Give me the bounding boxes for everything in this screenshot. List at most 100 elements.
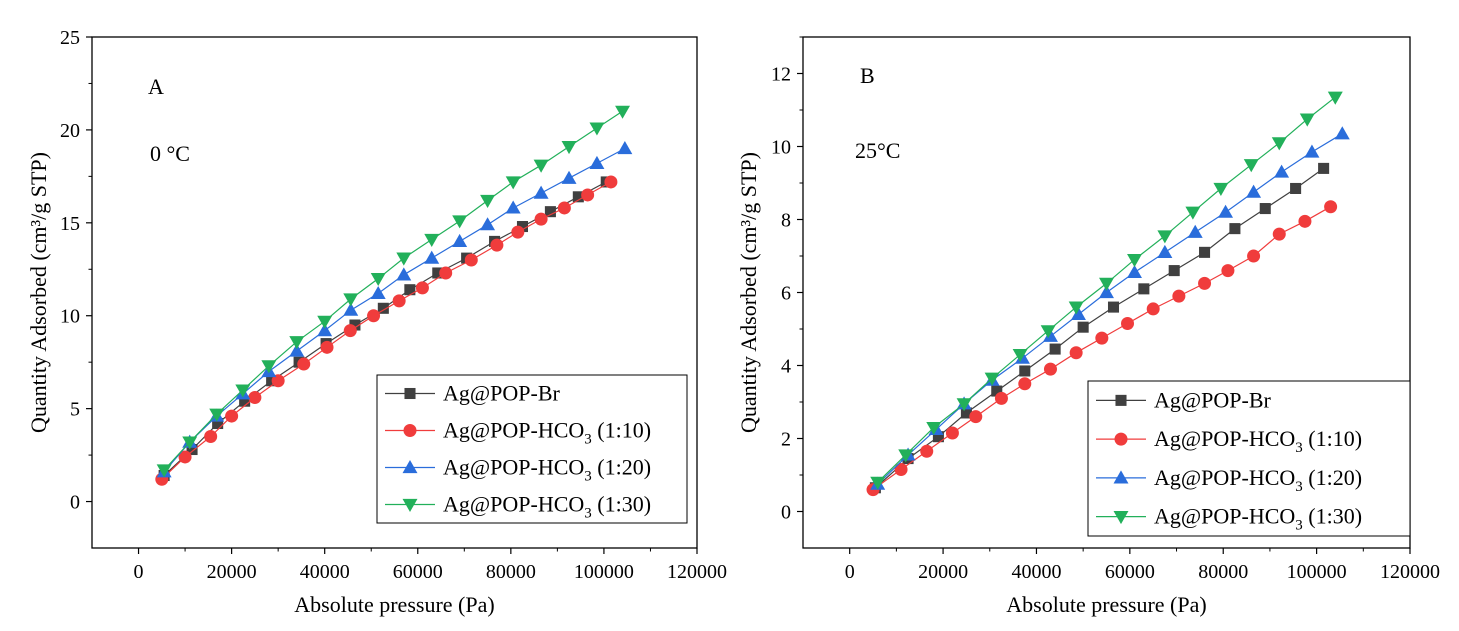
legend-label: Ag@POP-Br xyxy=(443,381,561,406)
data-point xyxy=(377,302,389,314)
data-point xyxy=(392,294,406,308)
x-tick-label: 120000 xyxy=(1380,561,1440,583)
data-point xyxy=(248,390,262,404)
legend-label: Ag@POP-HCO3 (1:30) xyxy=(443,492,651,522)
data-point xyxy=(511,225,525,239)
legend-marker xyxy=(1114,432,1128,446)
data-point xyxy=(898,449,914,463)
x-tick-label: 80000 xyxy=(1198,561,1248,583)
x-axis-label: Absolute pressure (Pa) xyxy=(294,592,494,617)
data-point xyxy=(1127,264,1142,279)
x-tick-label: 0 xyxy=(134,561,144,583)
data-point xyxy=(870,476,886,490)
y-axis-label: Quantity Adsorbed (cm³/g STP) xyxy=(26,152,51,433)
data-point xyxy=(452,233,468,248)
x-axis-label: Absolute pressure (Pa) xyxy=(1006,592,1206,617)
y-tick-label: 0 xyxy=(70,492,80,514)
series-ag-pop-hco3-1-20 xyxy=(870,126,1350,490)
data-point xyxy=(932,431,944,443)
y-tick-label: 5 xyxy=(70,399,80,421)
data-point xyxy=(178,450,192,464)
x-tick-label: 100000 xyxy=(1287,561,1347,583)
data-point xyxy=(1127,254,1142,268)
data-point xyxy=(615,105,631,119)
data-point xyxy=(945,426,959,440)
legend-item: Ag@POP-Br xyxy=(1096,387,1272,412)
data-point xyxy=(367,309,381,323)
data-point xyxy=(1012,348,1028,363)
y-tick-label: 12 xyxy=(771,64,791,86)
data-point xyxy=(1121,317,1135,331)
data-point xyxy=(370,272,386,287)
y-tick-label: 15 xyxy=(60,213,80,235)
data-point xyxy=(920,444,934,458)
x-tick-label: 40000 xyxy=(1011,561,1061,583)
data-point xyxy=(1157,244,1173,258)
data-point xyxy=(1168,265,1180,277)
panel-b: 0 20000 40000 60000 80000 100000 120000 0 2 4 6 8 10… xyxy=(736,36,1440,617)
data-point xyxy=(212,417,224,430)
legend-marker xyxy=(402,498,418,512)
legend-label: Ag@POP-HCO3 (1:10) xyxy=(1154,426,1362,456)
data-point xyxy=(415,281,429,295)
data-point xyxy=(317,323,333,337)
legend-box xyxy=(376,374,688,524)
data-point xyxy=(271,374,285,388)
data-point xyxy=(894,463,908,477)
data-point xyxy=(432,267,444,279)
legend-label: Ag@POP-HCO3 (1:20) xyxy=(1154,465,1362,495)
data-point xyxy=(1157,230,1173,244)
data-point xyxy=(1247,249,1261,263)
legend-item: Ag@POP-HCO3 (1:30) xyxy=(1096,504,1362,534)
data-point xyxy=(604,175,618,189)
data-point xyxy=(464,253,478,267)
data-point xyxy=(1304,144,1320,158)
data-point xyxy=(320,340,334,354)
data-point xyxy=(1324,200,1338,214)
data-point xyxy=(1198,276,1212,290)
series-ag-pop-hco3-1-10 xyxy=(155,175,618,486)
data-point xyxy=(1042,328,1058,342)
data-point xyxy=(480,217,496,231)
legend-label: Ag@POP-HCO3 (1:30) xyxy=(1154,504,1362,534)
legend-marker xyxy=(1113,511,1129,525)
data-point xyxy=(1107,301,1120,313)
data-point xyxy=(404,284,416,296)
data-point xyxy=(617,141,633,155)
x-tick-label: 20000 xyxy=(207,561,257,583)
legend-item: Ag@POP-HCO3 (1:10) xyxy=(1096,426,1362,456)
y-tick-label: 20 xyxy=(60,120,80,142)
data-point xyxy=(204,430,218,444)
panel-a: 0 20000 40000 60000 80000 100000 120000 0 5 10 15 2… xyxy=(26,27,727,617)
data-point xyxy=(984,372,1000,386)
data-point xyxy=(533,185,549,199)
legend-item: Ag@POP-HCO3 (1:10) xyxy=(385,418,651,448)
data-point xyxy=(1049,343,1061,355)
y-tick-label: 8 xyxy=(781,210,791,232)
data-point xyxy=(239,395,251,407)
data-point xyxy=(589,155,605,169)
data-point xyxy=(1298,214,1312,228)
data-point xyxy=(1274,164,1290,178)
x-tick-label: 60000 xyxy=(1105,561,1155,583)
data-point xyxy=(156,464,172,478)
data-point xyxy=(297,357,311,371)
data-point xyxy=(1146,302,1160,316)
data-point xyxy=(1218,204,1234,218)
x-tick-label: 60000 xyxy=(393,561,443,583)
y-tick-label: 6 xyxy=(781,283,791,305)
data-point xyxy=(534,212,548,226)
panel-label: A xyxy=(148,74,164,99)
legend-box xyxy=(1087,380,1411,537)
data-point xyxy=(1221,264,1235,278)
data-point xyxy=(209,408,225,422)
data-point xyxy=(516,221,529,233)
legend: Ag@POP-Br Ag@POP-HCO3 (1:10) Ag@POP-HCO3 (… xyxy=(1087,380,1411,537)
data-point xyxy=(1213,182,1229,196)
data-point xyxy=(452,215,468,229)
legend-item: Ag@POP-Br xyxy=(385,381,561,406)
legend-marker xyxy=(1115,394,1127,406)
legend-item: Ag@POP-HCO3 (1:30) xyxy=(385,492,651,522)
data-point xyxy=(1018,377,1032,391)
